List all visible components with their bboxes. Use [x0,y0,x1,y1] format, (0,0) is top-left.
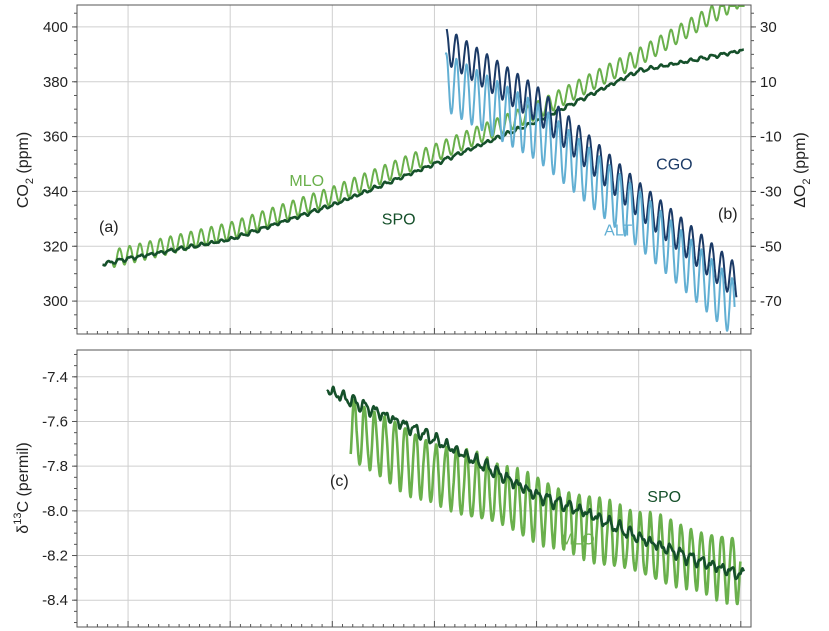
top-left-tick-label-1: 320 [43,238,68,255]
bottom-series-label-mlo: MLO [560,531,595,548]
bottom-series-group [326,385,746,606]
top-right-axis-title: ΔO2 (ppm) [792,132,813,208]
panel-label-c: (c) [330,473,349,490]
top-right-tick-label-5: 30 [760,19,777,36]
top-right-axis: -70 -50 -30 -10 10 30 [751,12,782,330]
top-series-alt-line [444,52,736,332]
bottom-left-axis: -8.4 -8.2 -8.0 -7.8 -7.6 -7.4 [42,353,77,624]
top-series-spo-line [101,48,745,267]
top-left-tick-label-5: 400 [43,19,68,36]
top-right-tick-label-4: 10 [760,74,777,91]
top-plot-area [77,5,751,334]
top-left-tick-label-2: 340 [43,183,68,200]
bottom-gridlines [77,350,751,627]
top-panel: 300 320 340 360 380 400 -70 -50 -30 -10 10 30 CO2 … [15,4,813,335]
bottom-series-mlo-line [349,398,742,606]
top-series-label-mlo: MLO [289,173,324,190]
bottom-left-axis-title: δ13C (permil) [12,442,32,533]
top-left-tick-label-0: 300 [43,293,68,310]
top-right-tick-label-0: -70 [760,293,782,310]
bottom-left-tick-label-1: -8.2 [42,548,68,565]
bottom-left-tick-label-2: -8.0 [42,503,68,520]
bottom-left-tick-label-0: -8.4 [42,592,68,609]
top-left-tick-label-3: 360 [43,129,68,146]
bottom-left-tick-label-4: -7.6 [42,413,68,430]
top-series-mlo-line [111,5,746,268]
top-plot-frame [76,4,752,335]
top-series-label-cgo: CGO [656,157,692,174]
bottom-series-labels: MLO SPO [560,489,681,548]
top-right-tick-label-3: -10 [760,129,782,146]
top-series-label-alt: ALT [604,222,632,239]
top-left-tick-label-4: 380 [43,74,68,91]
bottom-panel: -8.4 -8.2 -8.0 -7.8 -7.6 -7.4 δ13C (permil) (… [12,349,752,628]
top-series-cgo-line [445,28,738,298]
top-series-labels: MLO SPO CGO ALT [289,157,692,240]
bottom-series-spo-line [326,385,746,581]
bottom-series-label-spo: SPO [647,489,681,506]
top-right-tick-label-2: -30 [760,183,782,200]
bottom-left-tick-label-5: -7.4 [42,369,68,386]
top-series-label-spo: SPO [382,211,416,228]
top-left-axis-title: CO2 (ppm) [15,132,36,208]
panel-label-a: (a) [99,219,119,236]
top-series-group [101,5,746,332]
bottom-left-tick-label-3: -7.8 [42,458,68,475]
panel-label-b: (b) [718,206,738,223]
top-left-axis: 300 320 340 360 380 400 [43,12,77,330]
top-right-tick-label-1: -50 [760,238,782,255]
